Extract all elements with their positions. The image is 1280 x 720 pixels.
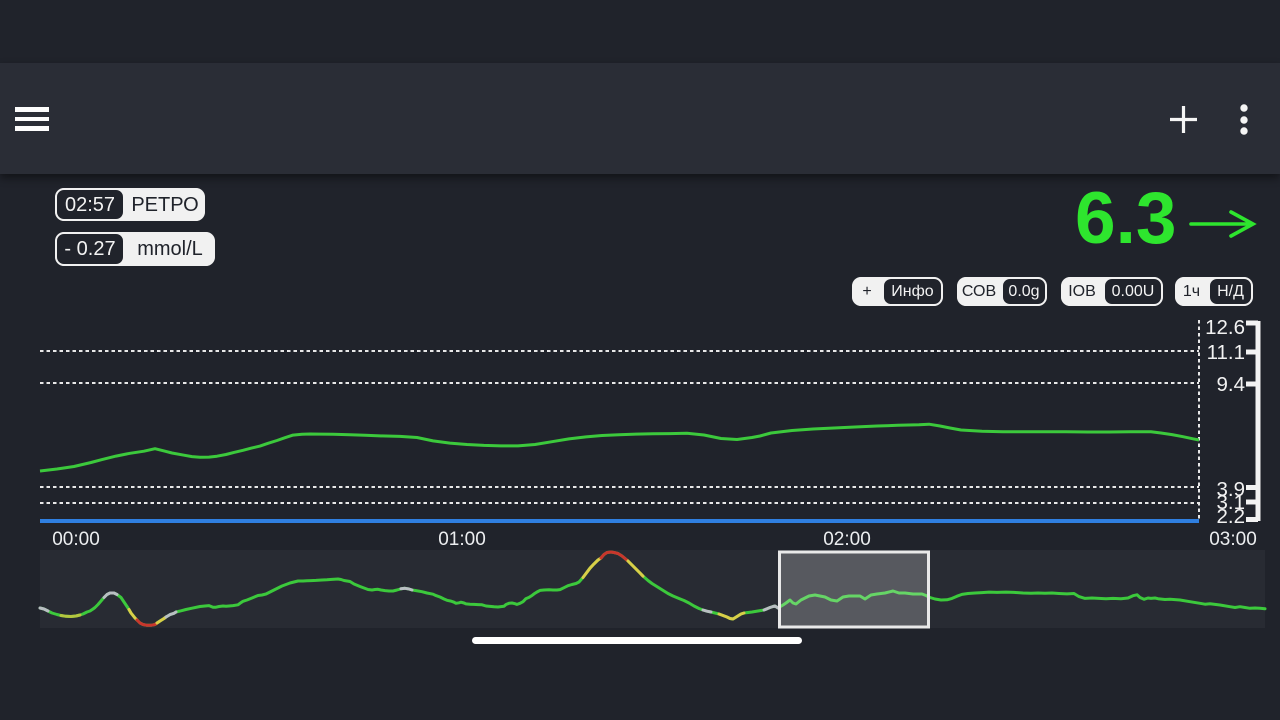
- svg-text:9.4: 9.4: [1217, 373, 1246, 396]
- svg-text:03:00: 03:00: [1209, 529, 1257, 550]
- svg-text:01:00: 01:00: [438, 529, 486, 550]
- svg-text:3.9: 3.9: [1217, 478, 1246, 501]
- svg-text:00:00: 00:00: [52, 529, 100, 550]
- svg-text:2.2: 2.2: [1217, 505, 1246, 528]
- svg-text:12.6: 12.6: [1205, 316, 1245, 339]
- svg-text:11.1: 11.1: [1207, 341, 1245, 364]
- svg-text:02:00: 02:00: [823, 529, 871, 550]
- svg-text:3.1: 3.1: [1217, 491, 1246, 514]
